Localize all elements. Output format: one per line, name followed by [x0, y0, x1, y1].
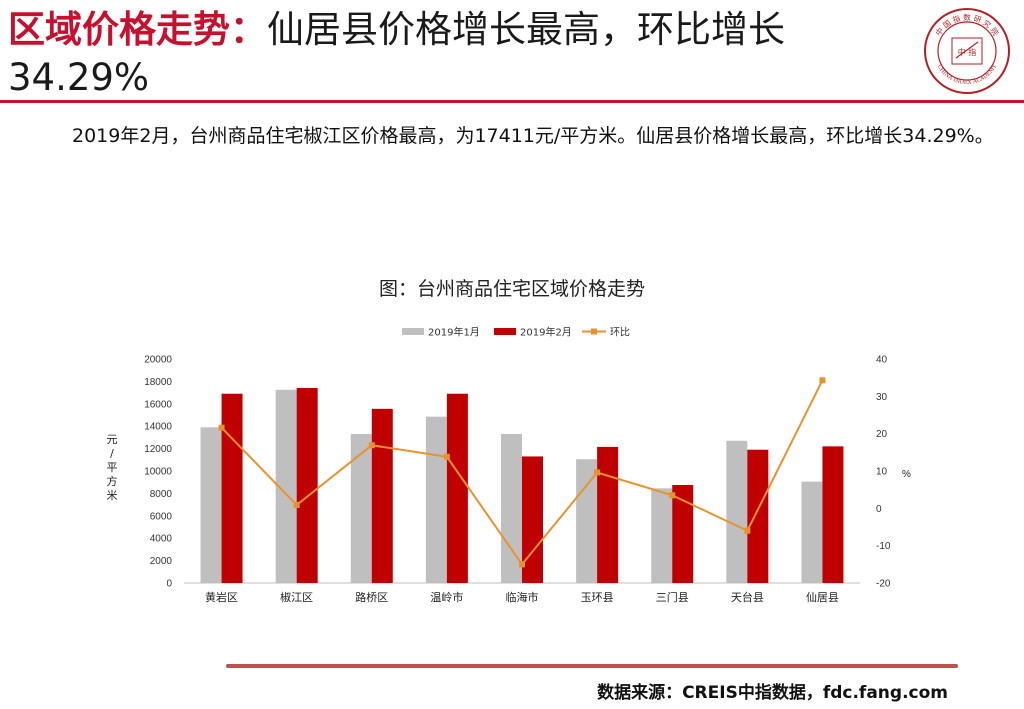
bar-feb [822, 446, 844, 583]
mom-point [744, 527, 751, 534]
bar-feb [296, 387, 318, 583]
mom-point [443, 453, 450, 460]
y-tick-label: 14000 [144, 422, 172, 433]
y2-tick-label: 20 [876, 429, 888, 440]
y-tick-label: 0 [166, 579, 172, 590]
y-tick-label: 10000 [144, 467, 172, 478]
y-tick-label: 20000 [144, 355, 172, 366]
mom-point [218, 424, 225, 431]
y2-tick-label: -10 [876, 541, 891, 552]
mom-point [293, 501, 300, 508]
bar-jan [200, 427, 222, 583]
x-tick-label: 玉环县 [581, 591, 614, 604]
y2-tick-label: 0 [876, 504, 882, 515]
y-axis-label-char: / [110, 447, 114, 460]
footer-divider [226, 664, 958, 668]
bar-feb [446, 393, 468, 583]
title-rest: 仙居县价格增长最高，环比增长34.29% [8, 8, 785, 99]
page-title: 区域价格走势：仙居县价格增长最高，环比增长34.29% [8, 6, 908, 102]
y-axis-label-char: 元 [107, 433, 118, 446]
y2-tick-label: -20 [876, 579, 891, 590]
legend-label: 2019年2月 [520, 326, 572, 339]
y-axis-label-char: 平 [107, 461, 118, 474]
data-source: 数据来源：CREIS中指数据，fdc.fang.com [597, 683, 948, 703]
x-tick-label: 路桥区 [355, 591, 388, 604]
y-tick-label: 6000 [150, 511, 173, 522]
bar-jan [275, 389, 297, 583]
x-tick-label: 临海市 [506, 590, 539, 604]
y-tick-label: 4000 [150, 534, 173, 545]
bar-feb [221, 393, 243, 583]
bar-jan [501, 434, 522, 583]
y-axis-label-char: 方 [107, 474, 118, 488]
y-tick-label: 18000 [144, 377, 172, 388]
bar-jan [801, 481, 823, 583]
mom-point [669, 492, 676, 499]
bar-feb [747, 449, 769, 583]
china-index-academy-logo: 中 国 指 数 研 究 院 CHINA INDEX ACADEMY 中 指 [924, 8, 1010, 94]
mom-point [368, 442, 375, 449]
bar-jan [350, 434, 372, 583]
y2-tick-label: 10 [876, 467, 888, 478]
legend-label: 环比 [610, 327, 630, 339]
bar-jan [425, 416, 447, 583]
x-tick-label: 仙居县 [806, 591, 839, 604]
y-tick-label: 2000 [150, 556, 173, 567]
bar-feb [672, 485, 694, 583]
y2-tick-label: 40 [876, 355, 888, 366]
mom-point [519, 561, 525, 568]
y-axis-label-char: 米 [107, 489, 118, 502]
logo-center-text: 中 指 [958, 47, 977, 57]
bar-jan [651, 488, 673, 583]
legend-swatch-mom-marker [591, 328, 597, 335]
mom-point [819, 377, 826, 384]
y-tick-label: 16000 [144, 399, 172, 410]
legend-label: 2019年1月 [428, 326, 480, 339]
title-highlight: 区域价格走势： [8, 8, 267, 51]
legend-swatch-feb [494, 328, 516, 335]
bar-jan [726, 440, 748, 583]
chart-title: 图：台州商品住宅区域价格走势 [378, 278, 645, 300]
title-divider [0, 100, 1024, 103]
bar-feb [522, 456, 543, 583]
x-tick-label: 天台县 [731, 590, 764, 604]
x-tick-label: 黄岩区 [205, 590, 238, 604]
mom-point [594, 469, 601, 476]
y-tick-label: 8000 [150, 489, 173, 500]
x-tick-label: 椒江区 [280, 590, 313, 604]
y2-axis-label: % [902, 469, 911, 480]
bar-feb [371, 408, 393, 583]
summary-paragraph: 2019年2月，台州商品住宅椒江区价格最高，为17411元/平方米。仙居县价格增… [72, 125, 994, 147]
x-tick-label: 温岭市 [430, 590, 463, 604]
y-tick-label: 12000 [144, 444, 172, 455]
x-tick-label: 三门县 [656, 590, 689, 604]
bar-feb [597, 446, 619, 583]
y2-tick-label: 30 [876, 392, 888, 403]
legend-swatch-jan [402, 328, 424, 335]
